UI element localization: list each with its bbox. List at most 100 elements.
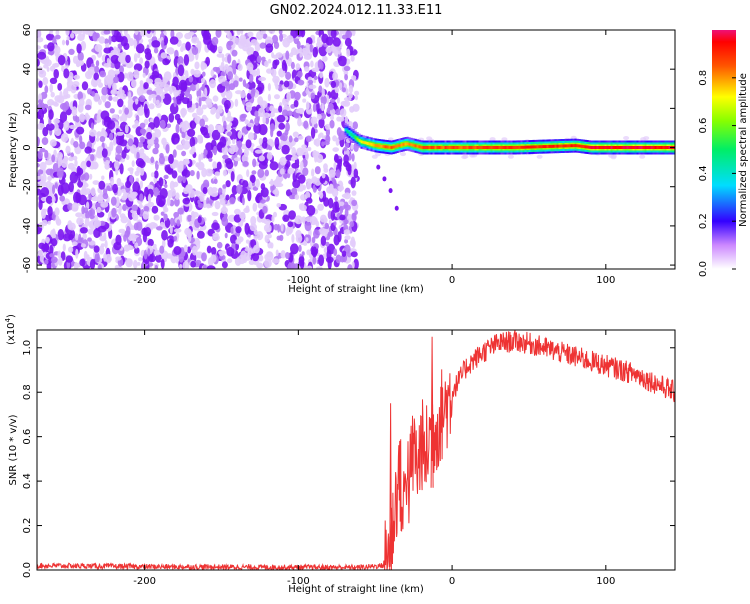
heatmap-noise-cell — [155, 160, 159, 171]
heatmap-noise-cell — [130, 233, 136, 239]
heatmap-noise-cell — [352, 121, 359, 130]
heatmap-signal-cell — [642, 146, 645, 149]
heatmap-signal-cell — [346, 129, 349, 133]
heatmap-noise-cell — [339, 206, 344, 214]
heatmap-signal-cell — [532, 145, 535, 149]
heatmap-noise-cell — [108, 95, 113, 101]
heatmap-noise-cell — [205, 56, 211, 67]
heatmap-noise-cell — [247, 122, 255, 128]
heatmap-noise-cell — [267, 113, 275, 118]
heatmap-noise-cell — [197, 216, 202, 224]
heatmap-noise-cell — [279, 33, 284, 42]
heatmap-noise-cell — [135, 114, 140, 122]
colorbar-tick-label: 0.0 — [698, 261, 709, 277]
heatmap-signal-cell — [620, 146, 623, 149]
heatmap-noise-cell — [134, 120, 139, 127]
heatmap-signal-cell — [348, 131, 351, 135]
heatmap-noise-cell — [271, 52, 275, 59]
heatmap-noise-cell — [136, 166, 142, 174]
heatmap-noise-cell — [96, 206, 102, 214]
snr-y-tick-label: 0.2 — [22, 518, 33, 534]
heatmap-noise-cell — [131, 160, 135, 168]
heatmap-noise-cell — [337, 231, 342, 243]
heatmap-noise-cell — [244, 119, 249, 125]
heatmap-noise-cell — [286, 91, 292, 102]
heatmap-noise-cell — [196, 40, 202, 51]
heatmap-noise-cell — [215, 30, 222, 38]
heatmap-noise-cell — [285, 122, 290, 132]
heatmap-noise-cell — [133, 53, 138, 63]
heatmap-noise-cell — [78, 233, 82, 242]
heatmap-noise-cell — [171, 170, 178, 179]
heatmap-noise-cell — [156, 226, 163, 231]
heatmap-noise-cell — [245, 205, 250, 213]
heatmap-signal-cell — [550, 144, 553, 148]
heatmap-x-tick-label: 0 — [449, 275, 455, 286]
heatmap-noise-cell — [177, 207, 184, 215]
heatmap-signal-cell — [420, 145, 423, 149]
heatmap-noise-cell — [89, 173, 93, 180]
heatmap-noise-cell — [57, 229, 65, 241]
heatmap-noise-cell — [288, 210, 296, 220]
heatmap-noise-cell — [189, 136, 196, 148]
heatmap-noise-cell — [317, 203, 324, 211]
heatmap-signal-cell — [592, 146, 595, 149]
heatmap-noise-cell — [105, 43, 110, 48]
heatmap-signal-cell — [578, 144, 581, 148]
heatmap-noise-cell — [334, 201, 339, 213]
heatmap-noise-cell — [237, 147, 243, 156]
heatmap-noise-cell — [239, 218, 246, 223]
heatmap-noise-cell — [258, 155, 265, 162]
heatmap-noise-cell — [259, 42, 266, 49]
heatmap-noise-cell — [150, 156, 155, 164]
heatmap-noise-cell — [258, 124, 268, 136]
heatmap-noise-cell — [266, 68, 273, 74]
heatmap-x-tick-label: -100 — [287, 275, 310, 286]
heatmap-y-tick-label: -20 — [22, 179, 33, 195]
heatmap-noise-cell — [268, 146, 273, 151]
heatmap-noise-cell — [241, 196, 245, 206]
heatmap-signal-cell — [474, 146, 477, 149]
heatmap-noise-cell — [643, 136, 650, 141]
heatmap-noise-cell — [277, 223, 281, 233]
heatmap-noise-cell — [296, 40, 301, 50]
heatmap-noise-cell — [63, 68, 70, 79]
heatmap-noise-cell — [53, 102, 59, 107]
heatmap-signal-cell — [624, 146, 627, 149]
heatmap-noise-cell — [176, 144, 185, 151]
heatmap-noise-cell — [276, 114, 286, 123]
heatmap-noise-cell — [73, 74, 81, 80]
heatmap-noise-cell — [151, 132, 156, 141]
heatmap-noise-cell — [312, 103, 317, 113]
heatmap-noise-cell — [37, 45, 41, 50]
heatmap-noise-cell — [119, 213, 126, 219]
heatmap-noise-cell — [168, 113, 175, 123]
heatmap-noise-cell — [341, 250, 347, 257]
heatmap-noise-cell — [262, 33, 268, 39]
heatmap-noise-cell — [340, 108, 347, 118]
heatmap-noise-cell — [299, 204, 307, 211]
heatmap-noise-cell — [289, 194, 296, 200]
heatmap-noise-cell — [320, 235, 327, 246]
heatmap-noise-cell — [58, 257, 63, 266]
colorbar-tick-label: 0.6 — [698, 118, 709, 134]
heatmap-noise-cell — [139, 57, 144, 65]
heatmap-noise-cell — [344, 74, 348, 81]
heatmap-noise-cell — [161, 93, 165, 100]
heatmap-noise-cell — [89, 214, 95, 219]
heatmap-frame — [36, 29, 676, 270]
heatmap-noise-cell — [51, 154, 56, 163]
heatmap-noise-cell — [194, 61, 200, 70]
heatmap-noise-cell — [300, 261, 305, 269]
heatmap-noise-cell — [240, 113, 247, 119]
heatmap-noise-cell — [281, 59, 287, 72]
heatmap-noise-cell — [307, 146, 312, 152]
heatmap-noise-cell — [183, 244, 188, 253]
heatmap-noise-cell — [325, 134, 331, 144]
heatmap-noise-cell — [49, 30, 54, 35]
heatmap-y-tick-label: -60 — [22, 257, 33, 273]
heatmap-noise-cell — [53, 69, 59, 79]
heatmap-noise-cell — [329, 119, 335, 129]
heatmap-noise-cell — [302, 241, 308, 246]
heatmap-signal-cell — [664, 146, 667, 149]
